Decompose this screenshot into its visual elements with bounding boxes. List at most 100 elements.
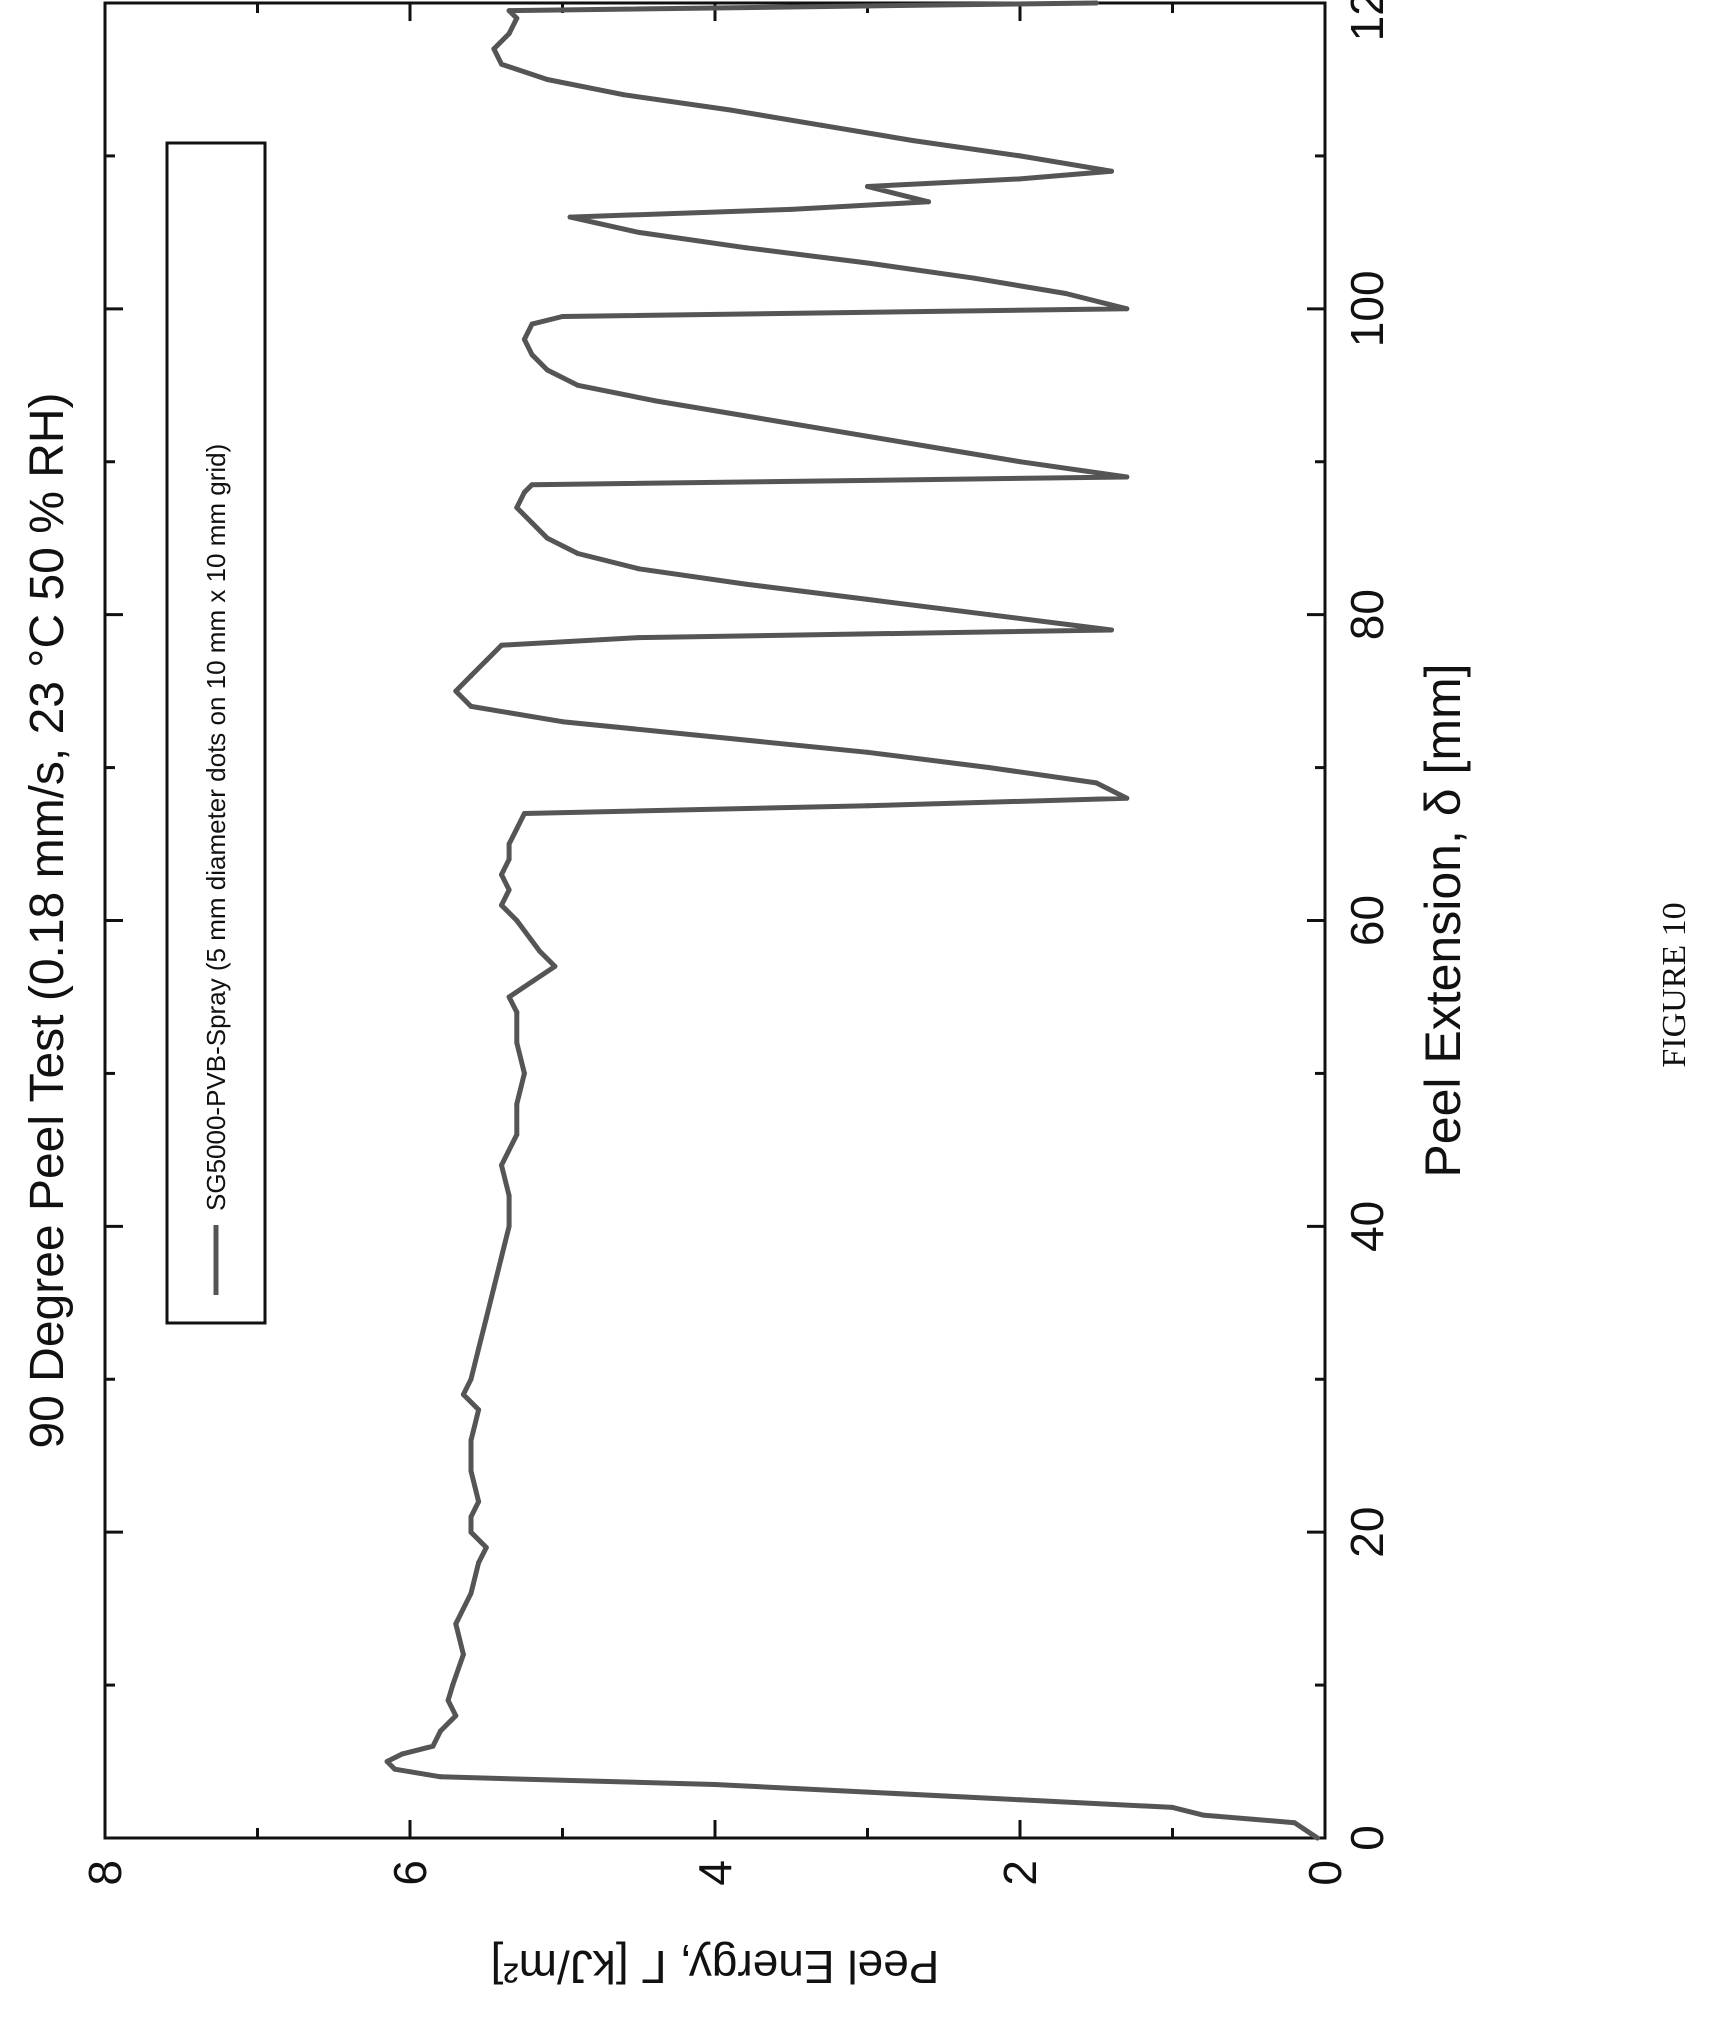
data-point [865,260,870,266]
data-point [468,1590,474,1596]
data-point [468,703,474,709]
data-point [1017,176,1023,182]
data-point [506,1223,512,1229]
data-point [865,184,870,189]
series-points [384,0,1320,1841]
data-point [1124,306,1130,312]
data-point [521,811,527,816]
data-point [552,963,558,969]
data-point [1063,291,1069,296]
data-point [1200,1812,1206,1818]
data-point [514,15,520,21]
data-point [521,336,527,342]
data-point [476,1560,482,1566]
data-point [506,8,512,14]
data-point [1170,1804,1175,1810]
data-point [476,1499,482,1505]
data-point [529,352,535,358]
data-point [926,444,931,449]
x-tick-label: 100 [1341,270,1393,347]
data-point [514,918,520,923]
data-point [529,979,535,985]
data-point [865,749,870,755]
x-tick-label: 120 [1341,0,1393,41]
data-point [438,1774,443,1780]
data-point [460,1392,466,1397]
data-point [499,1162,504,1168]
data-point [926,199,931,205]
data-point [636,566,642,572]
data-point [430,1743,436,1749]
legend: SG5000-PVB-Spray (5 mm diameter dots on … [165,141,267,1325]
data-point [499,902,504,908]
data-point [987,765,992,771]
data-point [499,872,504,878]
legend-label: SG5000-PVB-Spray (5 mm diameter dots on … [201,444,231,1211]
data-point [819,122,825,128]
data-point [468,1437,474,1443]
data-point [743,413,748,419]
chart-title: 90 Degree Peel Test (0.18 mm/s, 23 °C 50… [21,392,74,1448]
data-point [743,245,748,251]
data-point [560,314,565,319]
y-tick-label: 0 [1299,1860,1351,1886]
data-point [1292,1820,1297,1826]
data-point [483,1545,489,1550]
data-point [529,482,535,488]
data-point [399,1751,405,1757]
data-point [1109,627,1114,633]
data-point [521,489,527,495]
data-point [1093,780,1099,786]
data-point [483,1315,489,1321]
y-tick-label: 4 [689,1860,741,1886]
data-point [987,612,992,618]
figure-label: FIGURE 10 [1656,902,1693,1067]
data-point [506,1193,512,1199]
data-point [514,505,520,511]
data-point [384,1759,390,1764]
data-point [1124,474,1130,480]
data-point [1093,0,1099,6]
data-point [788,206,794,212]
data-point [392,1766,398,1772]
data-point [865,596,870,602]
data-point [514,1101,520,1107]
plot-frame [103,1,1327,1840]
x-axis: 0 20 40 60 80 100 120 [105,0,1393,1851]
data-point [544,535,550,541]
data-point [453,688,459,694]
data-point [499,1254,504,1260]
data-point [743,581,748,587]
data-point [491,1285,497,1290]
data-point [521,1070,527,1076]
data-point [468,1514,474,1520]
data-point [468,1468,474,1474]
data-point [971,275,977,281]
data-point [453,1713,459,1719]
data-point [468,1529,474,1535]
data-point [476,1407,482,1413]
data-point [567,214,573,220]
y-tick-label: 6 [384,1860,436,1886]
rotated-chart-group: 90 Degree Peel Test (0.18 mm/s, 23 °C 50… [21,0,1471,1993]
data-point [1124,795,1130,801]
data-point [499,61,504,67]
data-point [529,520,535,526]
y-tick-label: 8 [79,1860,131,1886]
data-point [445,1697,451,1703]
data-point [1017,1797,1023,1803]
data-point [865,1789,870,1795]
data-point [506,994,512,1000]
data-point [544,77,550,82]
data-point [1017,153,1023,159]
data-point [468,673,474,679]
data-point [651,398,657,404]
data-point [476,1346,482,1352]
legend-box [165,141,267,1325]
data-point [560,719,565,725]
data-point [910,138,916,144]
data-point [544,367,550,373]
data-point [483,658,489,663]
x-tick-label: 60 [1341,895,1393,946]
